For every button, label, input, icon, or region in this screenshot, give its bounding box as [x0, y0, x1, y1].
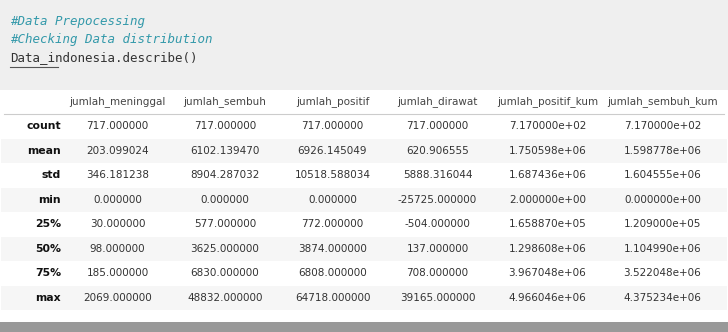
Text: jumlah_positif: jumlah_positif — [296, 97, 369, 108]
Text: -25725.000000: -25725.000000 — [398, 195, 477, 205]
Text: 1.598778e+06: 1.598778e+06 — [624, 146, 702, 156]
Text: 39165.000000: 39165.000000 — [400, 293, 475, 303]
Text: 0.000000: 0.000000 — [93, 195, 142, 205]
Text: 6830.000000: 6830.000000 — [191, 268, 259, 278]
Text: 717.000000: 717.000000 — [194, 121, 256, 131]
Text: 3874.000000: 3874.000000 — [298, 244, 367, 254]
Text: 10518.588034: 10518.588034 — [295, 170, 371, 180]
Text: 717.000000: 717.000000 — [87, 121, 149, 131]
FancyBboxPatch shape — [1, 236, 727, 261]
Text: 25%: 25% — [35, 219, 61, 229]
FancyBboxPatch shape — [1, 188, 727, 212]
Text: 98.000000: 98.000000 — [90, 244, 146, 254]
Text: 48832.000000: 48832.000000 — [187, 293, 263, 303]
Text: 1.604555e+06: 1.604555e+06 — [624, 170, 701, 180]
FancyBboxPatch shape — [1, 212, 727, 236]
Text: 5888.316044: 5888.316044 — [403, 170, 472, 180]
Text: mean: mean — [27, 146, 61, 156]
Text: 1.658870e+05: 1.658870e+05 — [509, 219, 586, 229]
Text: 75%: 75% — [35, 268, 61, 278]
FancyBboxPatch shape — [1, 163, 727, 188]
FancyBboxPatch shape — [0, 90, 728, 322]
Text: 50%: 50% — [35, 244, 61, 254]
FancyBboxPatch shape — [1, 261, 727, 286]
Text: std: std — [41, 170, 61, 180]
Text: 1.687436e+06: 1.687436e+06 — [509, 170, 587, 180]
Text: 2.000000e+00: 2.000000e+00 — [509, 195, 586, 205]
Text: 772.000000: 772.000000 — [301, 219, 363, 229]
Text: Data_indonesia.describe(): Data_indonesia.describe() — [10, 51, 197, 64]
Text: #Data Prepocessing: #Data Prepocessing — [10, 16, 145, 29]
Text: 1.104990e+06: 1.104990e+06 — [624, 244, 701, 254]
Text: jumlah_sembuh: jumlah_sembuh — [183, 97, 266, 108]
Text: count: count — [26, 121, 61, 131]
Text: 3.967048e+06: 3.967048e+06 — [509, 268, 586, 278]
Text: 8904.287032: 8904.287032 — [190, 170, 260, 180]
Text: 717.000000: 717.000000 — [406, 121, 469, 131]
Text: 4.966046e+06: 4.966046e+06 — [509, 293, 586, 303]
Text: 4.375234e+06: 4.375234e+06 — [624, 293, 702, 303]
Text: min: min — [39, 195, 61, 205]
Text: 6808.000000: 6808.000000 — [298, 268, 367, 278]
Text: #Checking Data distribution: #Checking Data distribution — [10, 34, 213, 46]
Text: 2069.000000: 2069.000000 — [83, 293, 152, 303]
Text: jumlah_sembuh_kum: jumlah_sembuh_kum — [607, 97, 718, 108]
Text: -504.000000: -504.000000 — [405, 219, 470, 229]
Text: jumlah_positif_kum: jumlah_positif_kum — [497, 97, 598, 108]
Text: 346.181238: 346.181238 — [86, 170, 149, 180]
FancyBboxPatch shape — [1, 114, 727, 138]
Text: 185.000000: 185.000000 — [87, 268, 149, 278]
Text: 577.000000: 577.000000 — [194, 219, 256, 229]
Text: max: max — [36, 293, 61, 303]
Text: 137.000000: 137.000000 — [406, 244, 469, 254]
Text: 6102.139470: 6102.139470 — [190, 146, 260, 156]
Text: 708.000000: 708.000000 — [406, 268, 469, 278]
FancyBboxPatch shape — [0, 0, 728, 90]
FancyBboxPatch shape — [0, 322, 728, 332]
FancyBboxPatch shape — [1, 286, 727, 310]
Text: 717.000000: 717.000000 — [301, 121, 363, 131]
Text: jumlah_meninggal: jumlah_meninggal — [69, 97, 166, 108]
Text: 203.099024: 203.099024 — [86, 146, 149, 156]
Text: 0.000000: 0.000000 — [308, 195, 357, 205]
Text: 3625.000000: 3625.000000 — [191, 244, 259, 254]
Text: 1.750598e+06: 1.750598e+06 — [509, 146, 586, 156]
Text: 620.906555: 620.906555 — [406, 146, 469, 156]
Text: 0.000000e+00: 0.000000e+00 — [624, 195, 701, 205]
FancyBboxPatch shape — [1, 138, 727, 163]
Text: 1.298608e+06: 1.298608e+06 — [509, 244, 586, 254]
Text: 30.000000: 30.000000 — [90, 219, 146, 229]
Text: 0.000000: 0.000000 — [200, 195, 250, 205]
Text: 3.522048e+06: 3.522048e+06 — [624, 268, 701, 278]
Text: jumlah_dirawat: jumlah_dirawat — [397, 97, 478, 108]
Text: 6926.145049: 6926.145049 — [298, 146, 367, 156]
Text: 64718.000000: 64718.000000 — [295, 293, 371, 303]
Text: 7.170000e+02: 7.170000e+02 — [624, 121, 701, 131]
Text: 7.170000e+02: 7.170000e+02 — [509, 121, 586, 131]
Text: 1.209000e+05: 1.209000e+05 — [624, 219, 701, 229]
